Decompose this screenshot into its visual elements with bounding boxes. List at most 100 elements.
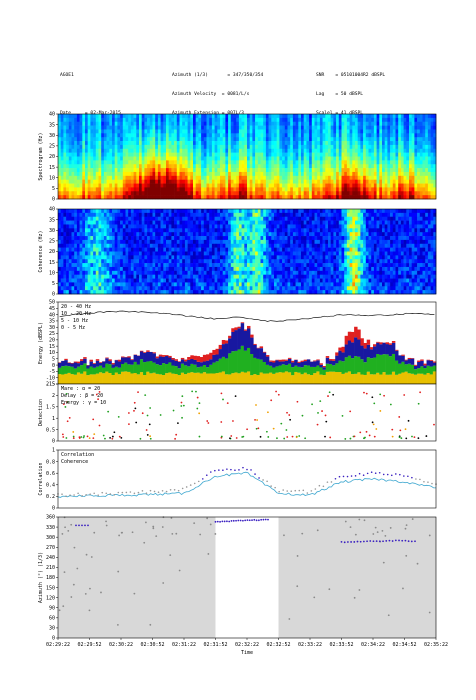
heatmap-cell	[220, 270, 223, 275]
heatmap-cell	[198, 121, 202, 126]
heatmap-cell	[106, 137, 110, 142]
heatmap-cell	[228, 152, 232, 157]
heatmap-cell	[360, 137, 364, 142]
heatmap-cell	[101, 255, 105, 260]
heatmap-cell	[112, 141, 115, 146]
heatmap-cell	[195, 148, 199, 153]
heatmap-cell	[279, 195, 283, 200]
heatmap-cell	[74, 114, 78, 119]
heatmap-cell	[76, 243, 80, 248]
heatmap-cell	[287, 168, 291, 173]
heatmap-cell	[265, 236, 269, 241]
heatmap-cell	[338, 152, 342, 157]
heatmap-cell	[179, 187, 183, 192]
heatmap-cell	[68, 266, 72, 272]
heatmap-cell	[114, 274, 118, 279]
heatmap-cell	[76, 175, 80, 180]
heatmap-cell	[179, 141, 183, 146]
heatmap-cell	[103, 282, 107, 287]
heatmap-cell	[182, 179, 186, 184]
heatmap-cell	[68, 137, 72, 142]
heatmap-cell	[263, 274, 267, 279]
heatmap-cell	[325, 137, 329, 142]
heatmap-cell	[425, 175, 429, 180]
heatmap-cell	[74, 133, 78, 138]
heatmap-cell	[139, 187, 142, 192]
heatmap-cell	[400, 183, 404, 188]
heatmap-cell	[357, 164, 361, 169]
heatmap-cell	[319, 137, 323, 142]
heatmap-cell	[155, 160, 159, 165]
heatmap-cell	[203, 243, 207, 248]
heatmap-cell	[360, 129, 364, 134]
heatmap-cell	[112, 263, 115, 268]
heatmap-cell	[282, 290, 286, 295]
heatmap-cell	[390, 141, 394, 146]
heatmap-cell	[268, 251, 272, 256]
heatmap-cell	[198, 148, 202, 153]
heatmap-cell	[325, 183, 329, 188]
heatmap-cell	[238, 209, 242, 214]
heatmap-cell	[409, 179, 412, 184]
heatmap-cell	[171, 117, 175, 123]
heatmap-cell	[155, 274, 159, 279]
heatmap-cell	[166, 290, 169, 295]
heatmap-cell	[144, 141, 148, 146]
heatmap-cell	[346, 133, 350, 138]
heatmap-cell	[103, 129, 107, 134]
heatmap-cell	[74, 224, 78, 229]
heatmap-cell	[392, 148, 396, 153]
heatmap-cell	[387, 171, 391, 177]
heatmap-cell	[268, 152, 272, 157]
heatmap-cell	[276, 270, 280, 275]
heatmap-cell	[193, 175, 196, 180]
heatmap-cell	[222, 121, 226, 126]
heatmap-cell	[93, 137, 97, 142]
heatmap-cell	[203, 160, 207, 165]
heatmap-cell	[201, 228, 205, 233]
heatmap-cell	[225, 164, 229, 169]
heatmap-cell	[128, 141, 132, 146]
heatmap-cell	[400, 191, 404, 196]
heatmap-cell	[409, 121, 412, 126]
heatmap-cell	[336, 160, 340, 165]
heatmap-cell	[268, 195, 272, 200]
heatmap-cell	[274, 224, 277, 229]
heatmap-cell	[103, 243, 107, 248]
heatmap-cell	[157, 168, 161, 173]
heatmap-cell	[371, 168, 375, 173]
heatmap-cell	[217, 121, 221, 126]
heatmap-cell	[271, 263, 275, 268]
heatmap-cell	[109, 274, 113, 279]
heatmap-cell	[292, 148, 296, 153]
heatmap-cell	[193, 141, 196, 146]
heatmap-cell	[220, 263, 223, 268]
heatmap-cell	[346, 121, 350, 126]
heatmap-cell	[257, 228, 261, 233]
heatmap-cell	[319, 129, 323, 134]
heatmap-cell	[247, 183, 250, 188]
heatmap-cell	[236, 121, 240, 126]
heatmap-cell	[230, 224, 234, 229]
heatmap-cell	[282, 243, 286, 248]
heatmap-cell	[149, 209, 153, 214]
heatmap-cell	[411, 144, 415, 150]
heatmap-cell	[66, 216, 70, 221]
heatmap-cell	[98, 212, 102, 218]
heatmap-cell	[71, 243, 75, 248]
heatmap-cell	[187, 152, 191, 157]
heatmap-cell	[406, 175, 410, 180]
heatmap-cell	[303, 195, 307, 200]
heatmap-cell	[76, 259, 80, 264]
heatmap-cell	[74, 274, 78, 279]
heatmap-cell	[228, 137, 232, 142]
heatmap-cell	[82, 152, 86, 157]
heatmap-cell	[60, 224, 64, 229]
heatmap-cell	[68, 282, 72, 287]
heatmap-cell	[298, 171, 302, 177]
heatmap-cell	[233, 220, 237, 225]
heatmap-cell	[274, 187, 277, 192]
heatmap-cell	[114, 247, 118, 252]
heatmap-cell	[171, 164, 175, 169]
heatmap-cell	[225, 156, 229, 161]
